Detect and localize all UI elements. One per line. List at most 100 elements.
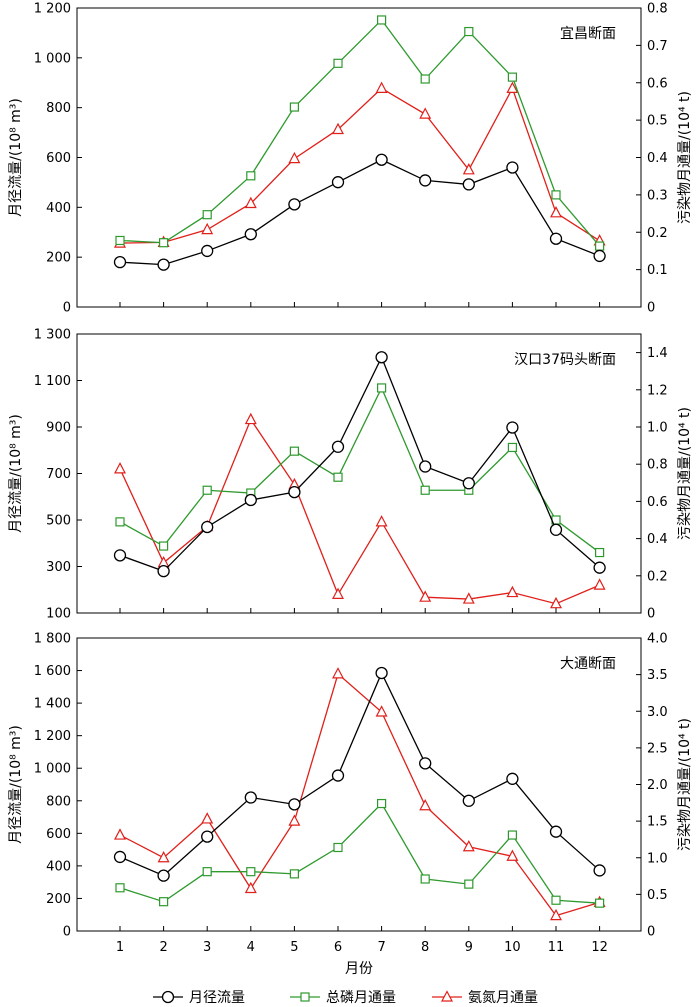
y-right-tick-label: 1.0: [647, 421, 668, 436]
y-left-tick-label: 1 400: [34, 697, 71, 712]
series-line: [119, 672, 600, 917]
y-right-tick-label: 3.5: [647, 668, 668, 683]
series-line: [119, 355, 601, 572]
data-point: [551, 190, 561, 200]
data-point: [333, 472, 343, 482]
data-point: [419, 757, 432, 770]
data-point: [114, 828, 126, 840]
y-right-tick-label: 2.0: [647, 778, 668, 793]
y-left-tick-label: 400: [46, 859, 71, 874]
y-left-axis-title: 月径流量/(10⁸ m³): [8, 725, 24, 844]
data-point: [462, 794, 475, 807]
data-point: [115, 235, 125, 246]
data-point: [594, 547, 605, 558]
y-left-tick-label: 800: [46, 794, 71, 809]
data-point: [288, 198, 301, 211]
y-right-axis-title: 污染物月通量/(10⁴ t): [677, 407, 693, 540]
legend-item: 氨氮月通量: [432, 990, 538, 1006]
data-point: [115, 517, 125, 527]
data-point: [594, 241, 605, 251]
data-point: [288, 798, 301, 811]
series-group: [114, 667, 606, 921]
data-point: [594, 898, 605, 908]
panel-title: 汉口37码头断面: [514, 352, 616, 368]
data-point: [419, 460, 432, 473]
data-point: [550, 206, 562, 218]
data-point: [113, 255, 127, 269]
data-point: [375, 515, 388, 527]
data-point: [377, 383, 387, 393]
y-right-axis-title: 污染物月通量/(10⁴ t): [677, 91, 693, 224]
data-point: [549, 825, 563, 838]
data-point: [244, 881, 257, 894]
y-right-tick-label: 0: [647, 301, 655, 316]
data-point: [244, 791, 257, 804]
data-point: [550, 908, 562, 921]
data-point: [593, 578, 606, 590]
series-group: [113, 666, 606, 882]
y-left-tick-label: 700: [46, 467, 71, 482]
x-tick-label: 5: [290, 940, 298, 955]
data-point: [377, 798, 387, 809]
data-point: [332, 667, 344, 679]
y-left-axis-title: 月径流量/(10⁸ m³): [8, 98, 24, 217]
data-point: [159, 897, 169, 907]
x-tick-label: 10: [504, 940, 521, 955]
x-tick-label: 11: [548, 940, 565, 955]
data-point: [331, 176, 345, 189]
data-point: [375, 153, 388, 166]
data-point: [333, 842, 343, 853]
legend-marker: [300, 992, 310, 1002]
x-tick-label: 6: [334, 940, 342, 955]
x-axis-label: 月份: [345, 961, 373, 977]
chart-panel: 0 200 400 600 800 1 000 1 200 1 400 1 600 1 800 0 0…: [8, 632, 693, 956]
y-left-tick-label: 900: [46, 421, 71, 436]
data-point: [464, 879, 474, 889]
data-point: [593, 864, 606, 877]
y-right-axis-title: 污染物月通量/(10⁴ t): [677, 718, 693, 851]
data-point: [420, 485, 430, 495]
data-point: [201, 812, 214, 824]
y-left-tick-label: 300: [46, 560, 71, 575]
y-left-tick-label: 400: [46, 201, 71, 216]
legend-marker: [161, 990, 175, 1004]
plot-frame: [76, 637, 642, 932]
y-left-tick-label: 1 300: [34, 328, 71, 343]
data-point: [419, 107, 432, 119]
data-point: [462, 477, 475, 490]
data-point: [115, 883, 125, 893]
data-point: [551, 895, 561, 905]
data-point: [289, 869, 299, 879]
data-point: [331, 440, 345, 453]
y-left-tick-label: 800: [46, 101, 71, 116]
data-point: [202, 210, 212, 220]
data-point: [159, 541, 169, 551]
legend-item: 总磷月通量: [290, 990, 396, 1006]
data-point: [244, 228, 257, 241]
data-point: [288, 814, 301, 826]
data-point: [289, 446, 299, 456]
data-point: [288, 485, 301, 499]
series-group: [114, 412, 606, 609]
data-point: [332, 587, 344, 600]
y-right-tick-label: 1.4: [647, 346, 668, 361]
data-point: [114, 462, 126, 474]
y-right-tick-label: 1.0: [647, 851, 668, 866]
data-point: [507, 830, 517, 840]
data-point: [113, 850, 127, 864]
series-line: [119, 802, 600, 904]
data-point: [506, 849, 519, 861]
panel-title: 大通断面: [560, 656, 616, 672]
series-line: [119, 18, 601, 247]
legend: 月径流量 总磷月通量 氨氮月通量: [153, 990, 538, 1006]
y-left-tick-label: 200: [46, 892, 71, 907]
data-point: [375, 705, 388, 717]
data-point: [420, 874, 430, 884]
y-right-tick-label: 0.3: [647, 188, 668, 203]
data-point: [246, 867, 256, 877]
x-tick-label: 3: [203, 940, 211, 955]
data-point: [549, 232, 563, 245]
panel-title: 宜昌断面: [560, 26, 616, 42]
data-point: [507, 72, 517, 82]
legend-item: 月径流量: [153, 990, 245, 1006]
